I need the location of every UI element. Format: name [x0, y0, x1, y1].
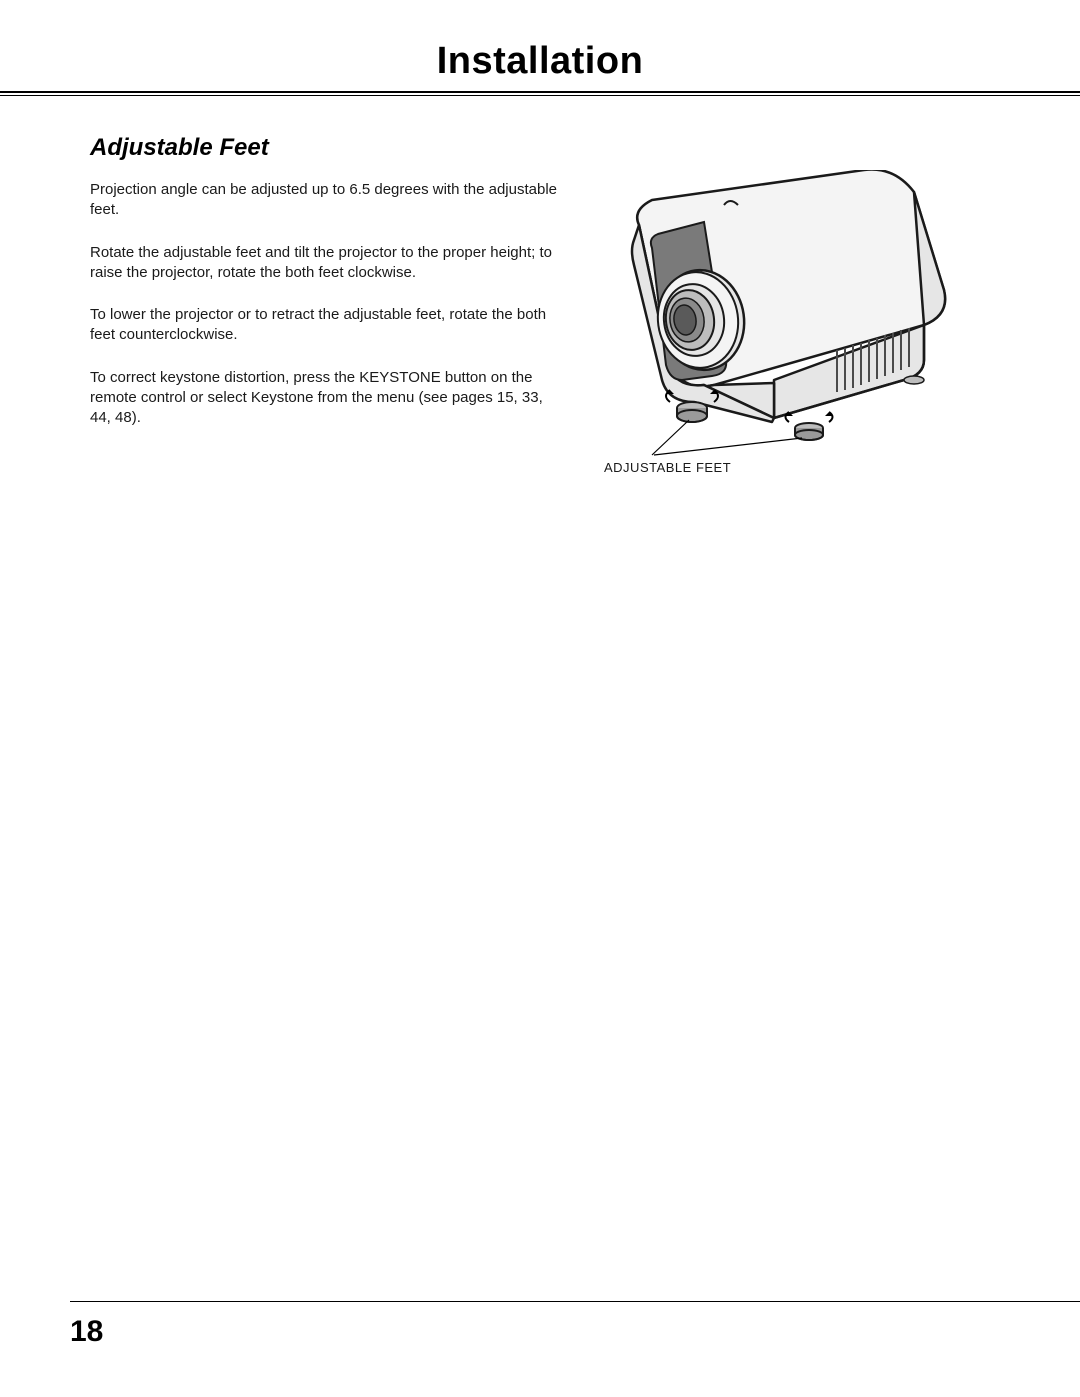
title-rule	[0, 91, 1080, 96]
body-text: Projection angle can be adjusted up to 6…	[90, 180, 560, 450]
projector-illustration	[574, 170, 974, 500]
footer-rule	[70, 1301, 1080, 1302]
manual-page: Installation Adjustable Feet Projection …	[0, 0, 1080, 1397]
paragraph: Projection angle can be adjusted up to 6…	[90, 180, 560, 221]
page-number: 18	[70, 1315, 103, 1349]
chapter-title: Installation	[90, 40, 990, 89]
paragraph: Rotate the adjustable feet and tilt the …	[90, 243, 560, 284]
figure-caption: ADJUSTABLE FEET	[604, 460, 731, 475]
paragraph: To lower the projector or to retract the…	[90, 305, 560, 346]
paragraph: To correct keystone distortion, press th…	[90, 368, 560, 429]
content-row: Projection angle can be adjusted up to 6…	[90, 180, 990, 510]
adjustable-foot-right	[785, 412, 833, 440]
figure: ADJUSTABLE FEET	[584, 180, 990, 510]
section-title: Adjustable Feet	[90, 134, 990, 162]
